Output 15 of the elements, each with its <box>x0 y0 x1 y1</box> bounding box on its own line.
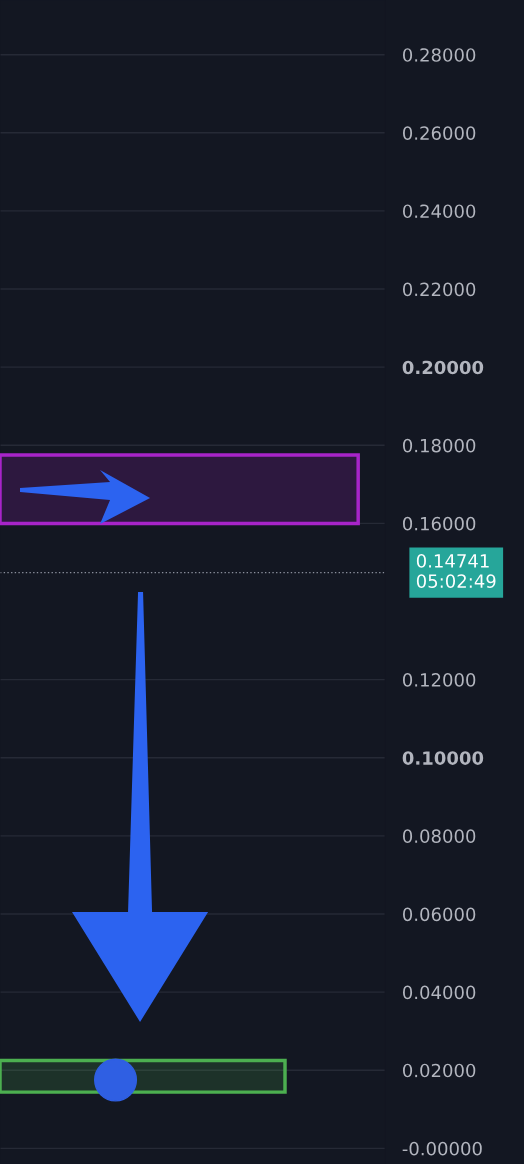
y-tick-label: 0.16000 <box>403 516 476 531</box>
ref-line-label: 0.14741 05:02:49 <box>416 554 496 588</box>
y-tick-label: 0.18000 <box>403 438 476 453</box>
y-tick-label: 0.02000 <box>403 1063 476 1078</box>
y-tick-label: 0.10000 <box>402 751 484 765</box>
y-tick-label: -0.00000 <box>402 1141 482 1156</box>
y-tick-label: 0.20000 <box>402 360 484 375</box>
y-tick-label: 0.12000 <box>403 673 476 687</box>
y-tick-label: 0.04000 <box>403 985 476 1000</box>
y-tick-label: 0.26000 <box>403 126 476 140</box>
y-tick-label: 0.06000 <box>403 907 476 922</box>
y-tick-label: 0.08000 <box>403 829 476 844</box>
y-tick-label: 0.28000 <box>403 48 476 62</box>
y-tick-label: 0.22000 <box>403 282 476 297</box>
y-tick-label: 0.24000 <box>403 204 476 219</box>
